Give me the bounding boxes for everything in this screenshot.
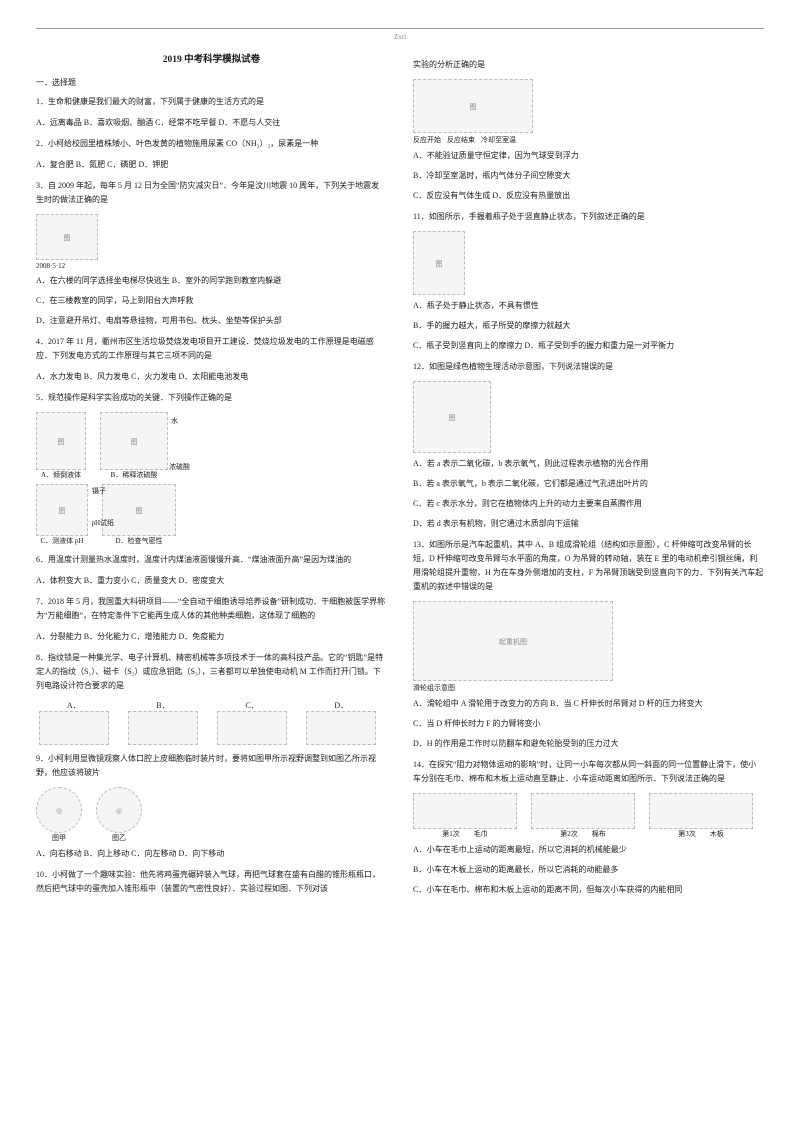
q12-opt-d: D．若 d 表示有机物，则它通过木质部向下运输 <box>413 517 764 531</box>
q14-cap2: 第2次 棉布 <box>531 829 635 839</box>
q14-img3 <box>649 793 753 829</box>
q8c-label: C． <box>245 701 258 710</box>
q8b-label: B． <box>156 701 169 710</box>
q13-image-wrap: 起重机图 滑轮组示意图 <box>413 601 764 693</box>
q1: 1．生命和健康是我们最大的财富，下列属于健康的生活方式的是 <box>36 95 387 109</box>
q14-opt-b: B．小车在木板上运动的距离最长，所以它消耗的动能最多 <box>413 863 764 877</box>
q9-cap2: 图乙 <box>96 833 142 843</box>
q13-caption: 滑轮组示意图 <box>413 683 764 693</box>
q12: 12．如图是绿色植物生理活动示意图，下列说法错误的是 <box>413 360 764 374</box>
q8b-image <box>128 711 198 745</box>
q5-row1: 图 A．倾倒液体 图 水 浓硫酸 B．稀释浓硫酸 <box>36 412 387 480</box>
q12-opt-a: A．若 a 表示二氧化碳，b 表示氧气，则此过程表示植物的光合作用 <box>413 457 764 471</box>
q2: 2．小柯给校园里植株矮小、叶色发黄的植物施用尿素 CO（NH₂）₂，尿素是一种 <box>36 137 387 151</box>
q9-images: ◎图甲 ◎图乙 <box>36 787 387 843</box>
q8-circuits: A． B． C． D． <box>36 700 387 745</box>
q14-img2 <box>531 793 635 829</box>
q14-img1 <box>413 793 517 829</box>
q1-options: A．远离毒品 B．喜欢吸烟、酗酒 C．经常不吃早餐 D．不愿与人交往 <box>36 116 387 130</box>
q3: 3．自 2009 年起，每年 5 月 12 日为全国“防灾减灾日”．今年是汶川地… <box>36 179 387 207</box>
q12-image: 图 <box>413 381 491 453</box>
q11: 11．如图所示，手握着瓶子处于竖直静止状态，下列叙述正确的是 <box>413 210 764 224</box>
q10-opt-b: B．冷却至室温时，瓶内气体分子间空隙变大 <box>413 169 764 183</box>
q3-opt-c: C．在三楼教室的同学，马上到阳台大声呼救 <box>36 294 387 308</box>
q5b-label-acid: 浓硫酸 <box>169 462 190 472</box>
q10-opt-a: A．不能验证质量守恒定律，因为气球受到浮力 <box>413 149 764 163</box>
q9-img1: ◎ <box>36 787 82 833</box>
q2-options: A．复合肥 B．氮肥 C．磷肥 D．钾肥 <box>36 158 387 172</box>
q10-image: 图 <box>413 79 533 133</box>
q7: 7．2018 年 5 月，我国重大科研项目——“全自动干细胞诱导培养设备”研制成… <box>36 595 387 623</box>
q10-opt-cd: C．反应没有气体生成 D．反应没有热量放出 <box>413 189 764 203</box>
q3-caption: 2008·5·12 <box>36 262 387 270</box>
q10-cap3: 冷却至室温 <box>481 135 516 145</box>
q13-opt-c: C．当 D 杆伸长时力 F 的力臂将变小 <box>413 717 764 731</box>
q9-cap1: 图甲 <box>36 833 82 843</box>
section-heading: 一．选择题 <box>36 77 387 88</box>
q9-options: A．向右移动 B．向上移动 C．向左移动 D．向下移动 <box>36 847 387 861</box>
q8a-label: A． <box>67 701 81 710</box>
q10: 10．小柯做了一个趣味实验：他先将鸡蛋壳碾碎装入气球，再把气球套在盛有白醋的锥形… <box>36 868 387 896</box>
q13-opt-ab: A．滑轮组中 A 滑轮用于改变力的方向 B．当 C 杆伸长时吊臂对 D 杆的压力… <box>413 697 764 711</box>
q14-images: 第1次 毛巾 第2次 棉布 第3次 木板 <box>413 793 764 839</box>
q11-opt-a: A．瓶子处于静止状态，不具有惯性 <box>413 299 764 313</box>
q12-opt-c: C．若 c 表示水分，则它在植物体内上升的动力主要来自蒸腾作用 <box>413 497 764 511</box>
q9: 9．小柯利用显微镜观察人体口腔上皮细胞临时装片时，要将如图甲所示视野调整到如图乙… <box>36 752 387 780</box>
q8d-image <box>306 711 376 745</box>
q8d-label: D． <box>334 701 348 710</box>
q9-img2: ◎ <box>96 787 142 833</box>
q3-image-wrap: 图 2008·5·12 <box>36 214 387 270</box>
q5c-image: 图 <box>36 484 88 536</box>
q11-opt-b: B．手的握力越大，瓶子所受的摩擦力就越大 <box>413 319 764 333</box>
q14-cap3: 第3次 木板 <box>649 829 753 839</box>
q5d-cap: D．检查气密性 <box>102 536 176 546</box>
right-column: 实验的分析正确的是 图 反应开始 反应结束 冷却至室温 A．不能验证质量守恒定律… <box>413 51 764 903</box>
q5c-label2: pH试纸 <box>91 518 114 528</box>
q14-opt-c: C．小车在毛巾、棉布和木板上运动的距离不同，但每次小车获得的内能相同 <box>413 883 764 897</box>
q5c-label1: 镊子 <box>92 486 106 496</box>
q3-opt-ab: A．在六楼的同学选择坐电梯尽快逃生 B．室外的同学跑到教室内躲避 <box>36 274 387 288</box>
q6-options: A．体积变大 B．重力变小 C．质量变大 D．密度变大 <box>36 574 387 588</box>
q5a-cap: A．倾倒液体 <box>36 470 86 480</box>
q5c-cap: C．测液体 pH <box>36 536 88 546</box>
q3-image: 图 <box>36 214 98 260</box>
q5d-image: 图 <box>102 484 176 536</box>
two-column-layout: 2019 中考科学模拟试卷 一．选择题 1．生命和健康是我们最大的财富，下列属于… <box>36 51 764 903</box>
q11-opt-cd: C．瓶子受到竖直向上的摩擦力 D．瓶子受到手的握力和重力是一对平衡力 <box>413 339 764 353</box>
q5b-image: 图 <box>100 412 168 470</box>
header-tag: Zxrl <box>36 28 764 41</box>
q11-image: 图 <box>413 231 465 295</box>
q4: 4．2017 年 11 月，衢州市区生活垃圾焚烧发电项目开工建设．焚烧垃圾发电的… <box>36 335 387 363</box>
q6: 6．用温度计测量热水温度时，温度计内煤油液面慢慢升高．“煤油液面升高”是因为煤油… <box>36 553 387 567</box>
q13-opt-d: D．H 的作用是工作时以防翻车和避免轮胎受到的压力过大 <box>413 737 764 751</box>
q13-image: 起重机图 <box>413 601 613 681</box>
q8c-image <box>217 711 287 745</box>
q4-options: A．水力发电 B．风力发电 C．火力发电 D．太阳能电池发电 <box>36 370 387 384</box>
q7-options: A．分裂能力 B．分化能力 C．增殖能力 D．免疫能力 <box>36 630 387 644</box>
q5a-image: 图 <box>36 412 86 470</box>
q3-opt-d: D．注意避开吊灯、电扇等悬挂物，可用书包、枕头、坐垫等保护头部 <box>36 314 387 328</box>
q5b-cap: B．稀释浓硫酸 <box>100 470 168 480</box>
exam-title: 2019 中考科学模拟试卷 <box>36 51 387 65</box>
q10-image-wrap: 图 反应开始 反应结束 冷却至室温 <box>413 79 764 145</box>
q13: 13．如图所示是汽车起重机，其中 A、B 组成滑轮组（结构如示意图），C 杆伸缩… <box>413 538 764 594</box>
q12-opt-b: B．若 a 表示氧气，b 表示二氧化碳，它们都是通过气孔进出叶片的 <box>413 477 764 491</box>
q5: 5．规范操作是科学实验成功的关键．下列操作正确的是 <box>36 391 387 405</box>
q8: 8．指纹锁是一种集光学、电子计算机、精密机械等多项技术于一体的高科技产品。它的“… <box>36 651 387 693</box>
q10-cap2: 反应结束 <box>447 135 475 145</box>
q5b-label-water: 水 <box>171 416 178 426</box>
q14-cap1: 第1次 毛巾 <box>413 829 517 839</box>
q10-cont: 实验的分析正确的是 <box>413 58 764 72</box>
q5-row2: 图 镊子 pH试纸 C．测液体 pH 图 D．检查气密性 <box>36 484 387 546</box>
q10-cap1: 反应开始 <box>413 135 441 145</box>
left-column: 2019 中考科学模拟试卷 一．选择题 1．生命和健康是我们最大的财富，下列属于… <box>36 51 387 903</box>
q8a-image <box>39 711 109 745</box>
q14: 14．在探究“阻力对物体运动的影响”时，让同一小车每次都从同一斜面的同一位置静止… <box>413 758 764 786</box>
q14-opt-a: A．小车在毛巾上运动的距离最短，所以它消耗的机械能最少 <box>413 843 764 857</box>
